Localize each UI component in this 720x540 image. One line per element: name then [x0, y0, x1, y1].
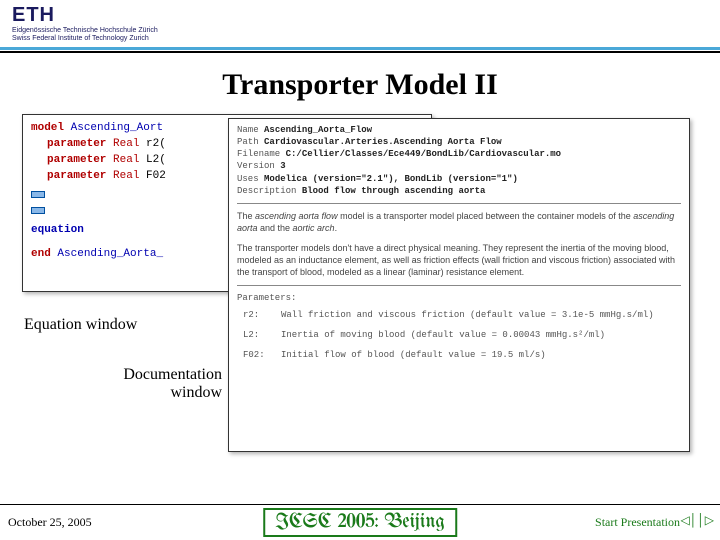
doc-label: Uses — [237, 174, 259, 184]
doc-value: Blood flow through ascending aorta — [302, 186, 486, 196]
eth-subtitle-2: Swiss Federal Institute of Technology Zu… — [12, 35, 158, 43]
equation-window-label: Equation window — [24, 316, 137, 334]
code-keyword: parameter — [47, 154, 106, 166]
doc-paragraph: The transporter models don't have a dire… — [237, 242, 681, 278]
param-name: r2: — [239, 306, 275, 324]
footer-date: October 25, 2005 — [8, 515, 92, 530]
eth-subtitle-1: Eidgenössische Technische Hochschule Zür… — [12, 27, 158, 35]
prev-arrow-icon[interactable]: ◁│ — [681, 513, 698, 527]
divider — [237, 285, 681, 286]
params-table: r2: Wall friction and viscous friction (… — [237, 304, 660, 366]
slide-header: ETH Eidgenössische Technische Hochschule… — [0, 0, 720, 50]
code-type: Real — [113, 154, 139, 166]
component-icon — [31, 191, 45, 198]
params-heading: Parameters: — [237, 292, 681, 304]
table-row: F02: Initial flow of blood (default valu… — [239, 346, 658, 364]
doc-label: Description — [237, 186, 296, 196]
code-text: F02 — [146, 170, 166, 182]
param-name: F02: — [239, 346, 275, 364]
param-desc: Wall friction and viscous friction (defa… — [277, 306, 658, 324]
documentation-window: Name Ascending_Aorta_Flow Path Cardiovas… — [228, 118, 690, 452]
code-text: L2( — [146, 154, 166, 166]
code-identifier: Ascending_Aort — [71, 122, 163, 134]
start-presentation-link[interactable]: Start Presentation — [595, 515, 680, 530]
footer-conference: ICSC 2005: Beijing — [263, 508, 457, 537]
table-row: L2: Inertia of moving blood (default val… — [239, 326, 658, 344]
param-desc: Inertia of moving blood (default value =… — [277, 326, 658, 344]
doc-label: Filename — [237, 149, 280, 159]
param-desc: Initial flow of blood (default value = 1… — [277, 346, 658, 364]
nav-arrows[interactable]: ◁││▷ — [681, 513, 714, 527]
doc-label: Version — [237, 161, 275, 171]
table-row: r2: Wall friction and viscous friction (… — [239, 306, 658, 324]
divider — [237, 203, 681, 204]
code-text: r2( — [146, 138, 166, 150]
doc-label: Path — [237, 137, 259, 147]
slide-content: model Ascending_Aort parameter Real r2( … — [0, 114, 720, 464]
doc-paragraph: The ascending aorta flow model is a tran… — [237, 210, 681, 234]
next-arrow-icon[interactable]: │▷ — [697, 513, 714, 527]
code-type: Real — [113, 138, 139, 150]
code-type: Real — [113, 170, 139, 182]
code-keyword: parameter — [47, 138, 106, 150]
eth-logo-block: ETH Eidgenössische Technische Hochschule… — [12, 4, 158, 42]
code-identifier: Ascending_Aorta_ — [57, 248, 163, 260]
doc-value: Modelica (version="2.1"), BondLib (versi… — [264, 174, 518, 184]
slide-footer: October 25, 2005 ICSC 2005: Beijing Star… — [0, 504, 720, 540]
slide-title: Transporter Model II — [0, 68, 720, 102]
code-keyword: end — [31, 248, 51, 260]
component-icon — [31, 207, 45, 214]
doc-value: Cardiovascular.Arteries.Ascending Aorta … — [264, 137, 502, 147]
documentation-window-label: Documentation window — [92, 366, 222, 402]
code-keyword: model — [31, 122, 64, 134]
param-name: L2: — [239, 326, 275, 344]
doc-value: 3 — [280, 161, 285, 171]
doc-label: Name — [237, 125, 259, 135]
doc-value: C:/Cellier/Classes/Ece449/BondLib/Cardio… — [286, 149, 561, 159]
code-keyword: parameter — [47, 170, 106, 182]
eth-logo: ETH — [12, 4, 158, 27]
doc-value: Ascending_Aorta_Flow — [264, 125, 372, 135]
code-keyword: equation — [31, 224, 84, 236]
